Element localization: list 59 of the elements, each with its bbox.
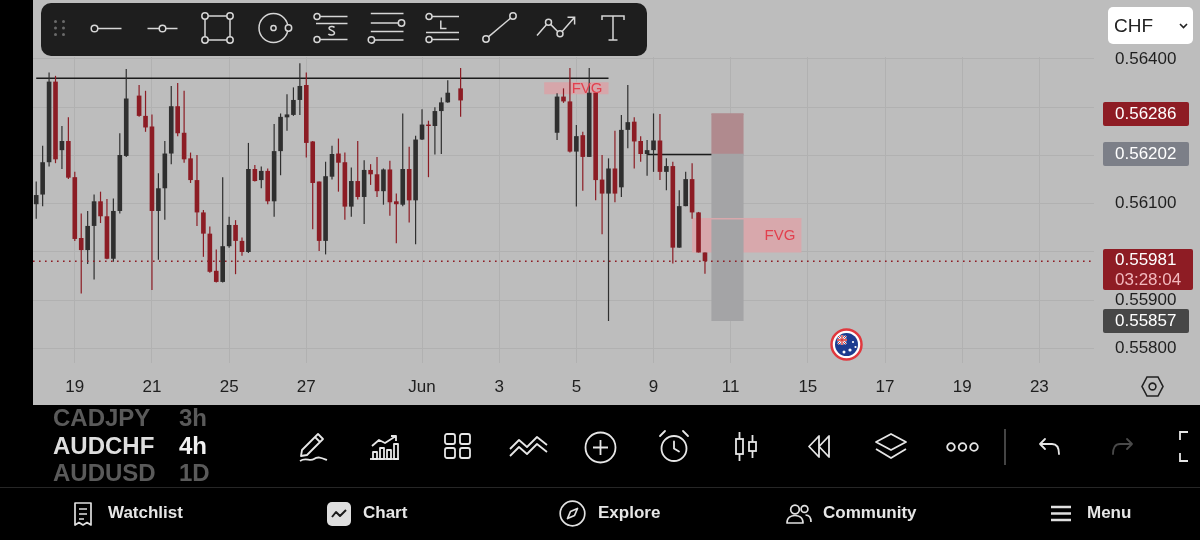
text: 1D [179, 459, 210, 486]
text: 0.56202 [1103, 142, 1189, 167]
candlestick [156, 172, 161, 261]
x-tick-label: 17 [875, 376, 895, 396]
x-tick-label: 3 [494, 376, 504, 396]
y-tick-label: 0.56400 [1115, 48, 1177, 68]
y-tick-label: 0.56100 [1115, 193, 1177, 213]
text: Chart [363, 503, 408, 523]
text: AUDCHF [53, 432, 155, 459]
x-tick-label: 25 [219, 376, 239, 396]
candlestick [638, 135, 643, 163]
dropdown: CHF [1108, 7, 1193, 44]
candlestick [33, 180, 39, 220]
candlestick [381, 167, 386, 206]
candlestick [439, 96, 444, 155]
candlestick [394, 192, 399, 244]
x-tick-label: Jun [408, 376, 436, 396]
text: CADJPY [53, 404, 151, 431]
candlestick [355, 140, 361, 200]
candlestick [580, 131, 586, 192]
text: 03:28:04 [1115, 269, 1183, 290]
text: 0.56286 [1103, 101, 1189, 126]
candlestick [143, 90, 148, 133]
x-tick-label: 27 [296, 376, 316, 396]
candlestick [291, 86, 296, 117]
candlestick [188, 151, 193, 184]
candlestick [98, 191, 103, 224]
text: 0.55857 [1103, 309, 1189, 333]
candlestick [445, 79, 451, 104]
candlestick [631, 116, 637, 170]
candlestick [284, 93, 290, 132]
x-tick-label: 23 [1029, 376, 1049, 396]
series-label: FVG [764, 225, 796, 243]
x-tick-label: 19 [65, 376, 85, 396]
x-tick-label: 5 [571, 376, 582, 396]
text: Community [823, 503, 917, 523]
text: 4h [179, 432, 208, 459]
y-tick-label: 0.55800 [1115, 338, 1177, 358]
candlestick [458, 67, 463, 118]
candlestick [574, 124, 579, 208]
y-tick-label: 0.55900 [1115, 289, 1177, 309]
ref-line-label: 0.55981 [1115, 250, 1178, 270]
candlestick [336, 137, 341, 193]
candlestick [664, 157, 669, 191]
candlestick [368, 163, 373, 186]
candlestick [625, 84, 631, 149]
text: Menu [1087, 503, 1132, 523]
x-tick-label: 9 [648, 376, 659, 396]
text: 3h [179, 404, 208, 431]
x-tick-label: 11 [721, 376, 740, 396]
candlestick [651, 112, 656, 173]
x-tick-label: 21 [142, 376, 162, 396]
text: Explore [598, 503, 661, 523]
candlestick [258, 165, 264, 189]
x-tick-label: 15 [798, 376, 818, 396]
text: Watchlist [108, 503, 183, 523]
text: AUDUSD [53, 459, 156, 486]
x-tick-label: 19 [952, 376, 972, 396]
candlestick [201, 209, 206, 258]
